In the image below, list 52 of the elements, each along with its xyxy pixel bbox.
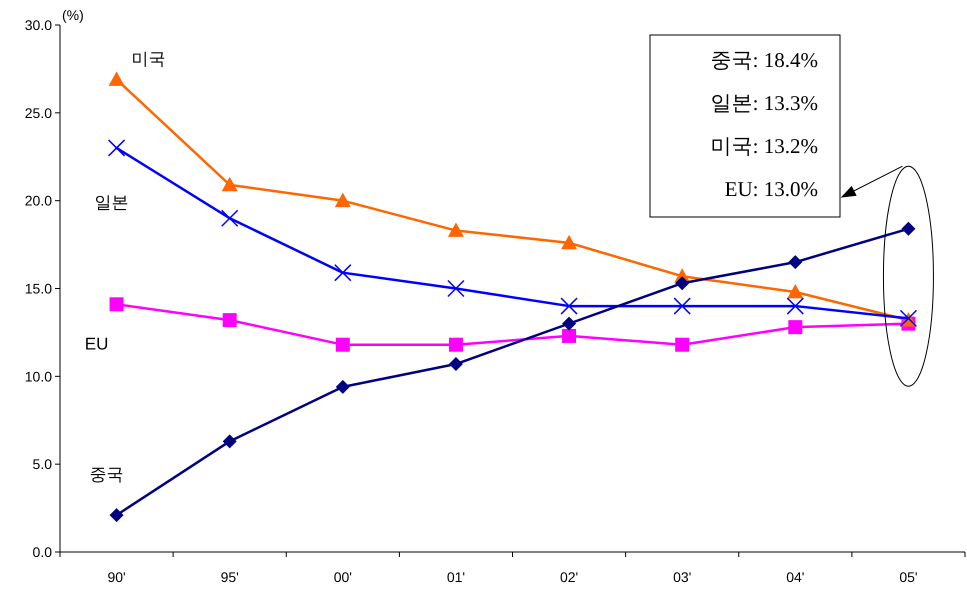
point: [222, 434, 237, 448]
point: [788, 255, 802, 270]
annotation: 미국: 13.2%: [710, 134, 818, 158]
point: [561, 234, 578, 250]
point: [675, 338, 690, 352]
point: [108, 71, 125, 86]
series-label: EU: [84, 334, 108, 354]
x-tick-label: 90': [107, 569, 126, 585]
point: [448, 338, 463, 352]
point: [562, 316, 576, 331]
annotation: 중국: 18.4%: [710, 48, 818, 72]
point: [562, 328, 576, 343]
point: [222, 176, 238, 192]
y-tick-label: 10.0: [24, 368, 52, 384]
series-label: 미국: [132, 49, 166, 68]
point: [786, 297, 804, 315]
series-label: 일본: [94, 192, 129, 212]
point: [334, 264, 352, 282]
point: [108, 139, 126, 157]
point: [336, 338, 350, 352]
y-tick-label: 25.0: [24, 104, 52, 121]
x-tick-label: 95': [220, 569, 239, 585]
point: [901, 222, 916, 236]
point: [788, 320, 802, 334]
point: [675, 276, 690, 290]
y-axis-title: (%): [62, 7, 84, 23]
point: [220, 209, 238, 227]
x-tick-label: 05': [899, 569, 918, 585]
point: [334, 192, 351, 208]
y-tick-label: 5.0: [32, 456, 52, 472]
point: [448, 222, 464, 237]
point: [787, 284, 804, 298]
point: [448, 357, 463, 372]
x-tick-label: 01': [446, 569, 466, 585]
point: [336, 380, 350, 394]
y-tick-label: 30.0: [24, 17, 52, 33]
x-tick-label: 04': [786, 569, 804, 585]
point: [447, 280, 465, 298]
x-tick-label: 03': [673, 569, 692, 585]
y-tick-label: 0.0: [32, 544, 52, 560]
annotation: 일본: 13.3%: [710, 91, 818, 115]
series-label: 중국: [90, 465, 124, 484]
point: [110, 297, 124, 312]
y-tick-label: 20.0: [24, 192, 52, 209]
point: [110, 508, 124, 522]
point: [560, 297, 578, 315]
y-tick-label: 15.0: [24, 280, 52, 296]
annotation: EU: 13.0%: [724, 177, 818, 201]
x-tick-label: 00': [334, 569, 352, 585]
point: [673, 297, 691, 315]
x-tick-label: 02': [560, 569, 578, 585]
point: [222, 313, 237, 328]
